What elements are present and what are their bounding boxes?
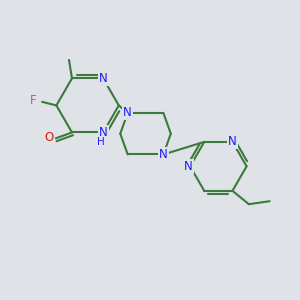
Text: F: F <box>30 94 37 106</box>
Text: N: N <box>184 160 193 173</box>
Text: O: O <box>44 131 54 144</box>
Text: N: N <box>159 148 168 161</box>
Text: N: N <box>99 72 108 85</box>
Text: N: N <box>123 106 132 119</box>
Text: N: N <box>228 135 237 148</box>
Text: N: N <box>99 126 108 139</box>
Text: H: H <box>97 137 105 147</box>
